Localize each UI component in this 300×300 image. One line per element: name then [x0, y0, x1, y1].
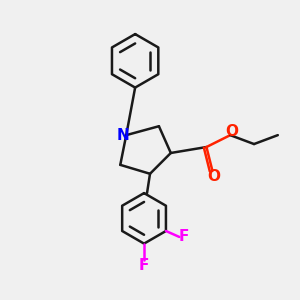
Text: F: F	[139, 258, 149, 273]
Text: O: O	[207, 169, 220, 184]
Text: F: F	[178, 230, 189, 244]
Text: O: O	[225, 124, 238, 139]
Text: N: N	[116, 128, 129, 142]
